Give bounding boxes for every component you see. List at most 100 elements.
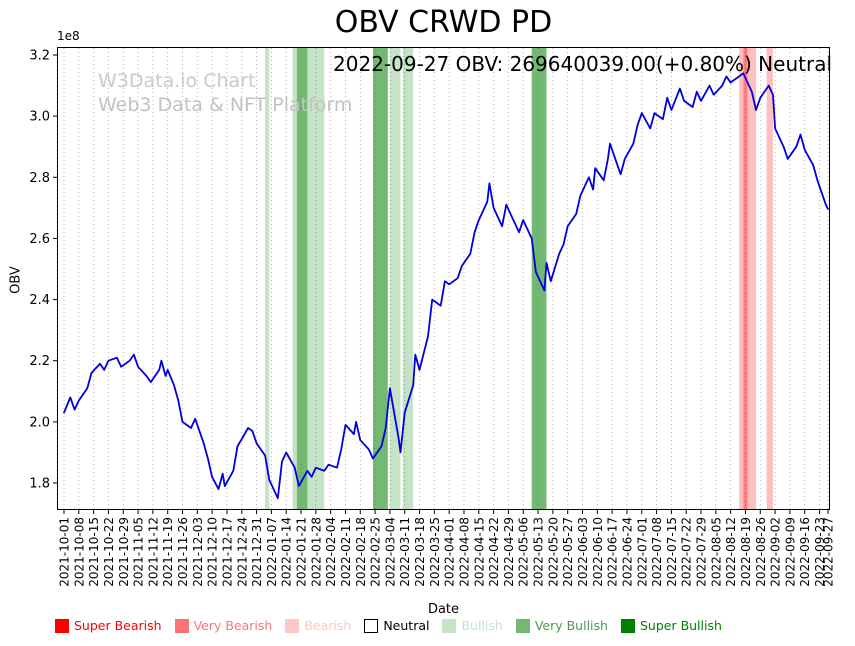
legend-item-super-bearish: Super Bearish xyxy=(55,618,162,633)
x-tick-label: 2022-03-11 xyxy=(398,517,412,587)
x-tick-label: 2022-07-29 xyxy=(695,517,709,587)
regime-band-bearish xyxy=(766,47,773,510)
x-tick-label: 2021-12-31 xyxy=(250,517,264,587)
x-tick-label: 2021-11-12 xyxy=(146,517,160,587)
x-tick-label: 2022-08-12 xyxy=(724,517,738,587)
x-tick-label: 2022-04-15 xyxy=(472,517,486,587)
x-axis-label: Date xyxy=(427,602,460,617)
x-tick-label: 2021-10-29 xyxy=(117,517,131,587)
x-tick-label: 2022-03-18 xyxy=(413,517,427,587)
x-tick-label: 2022-01-07 xyxy=(265,517,279,587)
legend-label: Super Bullish xyxy=(639,618,722,633)
watermark-line1: W3Data.io Chart xyxy=(98,70,256,92)
legend-label: Super Bearish xyxy=(74,618,162,633)
legend: Super Bearish Very Bearish Bearish Neutral B… xyxy=(55,618,722,633)
y-tick-label: 1.8 xyxy=(29,477,50,492)
x-tick-label: 2022-04-29 xyxy=(502,517,516,587)
regime-band-very_bearish xyxy=(743,47,748,510)
x-tick-label: 2022-05-27 xyxy=(561,517,575,587)
legend-item-bullish: Bullish xyxy=(442,618,503,633)
legend-swatch xyxy=(285,618,300,633)
legend-item-bearish: Bearish xyxy=(285,618,351,633)
x-tick-label: 2022-08-26 xyxy=(754,517,768,587)
legend-label: Very Bearish xyxy=(193,618,273,633)
legend-swatch xyxy=(620,618,635,633)
x-tick-label: 2022-02-04 xyxy=(324,517,338,587)
y-tick-label: 2.4 xyxy=(29,293,50,308)
x-tick-label: 2022-05-06 xyxy=(517,517,531,587)
regime-band-bearish xyxy=(747,47,757,510)
regime-band-bullish xyxy=(265,47,270,510)
x-tick-label: 2022-07-01 xyxy=(635,517,649,587)
x-tick-label: 2021-10-22 xyxy=(102,517,116,587)
x-tick-label: 2022-01-21 xyxy=(295,517,309,587)
x-tick-label: 2022-08-05 xyxy=(709,517,723,587)
x-tick-label: 2021-11-19 xyxy=(161,517,175,587)
x-tick-label: 2021-10-01 xyxy=(58,517,72,587)
legend-item-very-bullish: Very Bullish xyxy=(515,618,608,633)
legend-swatch xyxy=(364,618,379,633)
regime-band-bullish xyxy=(389,47,401,510)
x-tick-label: 2021-12-03 xyxy=(191,517,205,587)
x-tick-label: 2021-12-17 xyxy=(220,517,234,587)
y-tick-label: 3.2 xyxy=(29,49,50,64)
legend-label: Very Bullish xyxy=(534,618,608,633)
x-tick-label: 2022-06-10 xyxy=(591,517,605,587)
x-tick-label: 2022-03-04 xyxy=(383,517,397,587)
x-tick-label: 2022-04-01 xyxy=(443,517,457,587)
y-axis-label: OBV xyxy=(8,266,24,294)
y-tick-label: 2.6 xyxy=(29,232,50,247)
legend-label: Bearish xyxy=(304,618,352,633)
x-tick-label: 2022-02-11 xyxy=(339,517,353,587)
x-tick-label: 2022-03-25 xyxy=(428,517,442,587)
legend-swatch xyxy=(442,618,457,633)
x-tick-label: 2022-07-22 xyxy=(680,517,694,587)
x-tick-label: 2022-07-15 xyxy=(665,517,679,587)
legend-label: Bullish xyxy=(461,618,503,633)
x-tick-label: 2022-06-17 xyxy=(606,517,620,587)
x-tick-label: 2022-06-03 xyxy=(576,517,590,587)
x-tick-label: 2022-09-23 xyxy=(813,517,827,587)
obv-line xyxy=(63,72,829,500)
legend-item-very-bearish: Very Bearish xyxy=(174,618,273,633)
x-tick-label: 2022-09-16 xyxy=(798,517,812,587)
y-tick-label: 2.0 xyxy=(29,415,50,430)
x-tick-label: 2022-02-18 xyxy=(354,517,368,587)
regime-band-bullish xyxy=(402,47,414,510)
x-tick-label: 2022-09-27 xyxy=(822,517,836,587)
legend-item-neutral: Neutral xyxy=(364,618,429,633)
chart-title: OBV CRWD PD xyxy=(334,5,553,40)
plot-frame xyxy=(57,47,830,510)
x-tick-label: 2022-05-13 xyxy=(532,517,546,587)
latest-obv-annotation: 2022-09-27 OBV: 269640039.00(+0.80%) Neu… xyxy=(333,52,832,76)
regime-band-very_bullish xyxy=(296,47,308,510)
x-tick-label: 2021-10-08 xyxy=(72,517,86,587)
x-tick-label: 2022-08-19 xyxy=(739,517,753,587)
regime-band-bearish xyxy=(739,47,744,510)
regime-band-bullish xyxy=(292,47,297,510)
x-tick-label: 2021-11-26 xyxy=(176,517,190,587)
regime-band-very_bullish xyxy=(373,47,388,510)
x-tick-label: 2022-06-24 xyxy=(620,517,634,587)
x-tick-label: 2021-12-10 xyxy=(206,517,220,587)
legend-label: Neutral xyxy=(383,618,430,633)
y-tick-label: 2.2 xyxy=(29,354,50,369)
x-tick-label: 2021-12-24 xyxy=(235,517,249,587)
x-tick-label: 2022-09-02 xyxy=(769,517,783,587)
y-tick-label: 3.0 xyxy=(29,110,50,125)
legend-swatch xyxy=(55,618,69,633)
x-tick-label: 2022-02-25 xyxy=(369,517,383,587)
x-tick-label: 2022-01-28 xyxy=(309,517,323,587)
x-tick-label: 2022-04-08 xyxy=(457,517,471,587)
regime-band-bullish xyxy=(307,47,325,510)
legend-item-super-bullish: Super Bullish xyxy=(620,618,722,633)
x-tick-label: 2021-11-05 xyxy=(132,517,146,587)
x-tick-label: 2022-05-20 xyxy=(546,517,560,587)
legend-swatch xyxy=(174,618,189,633)
watermark-line2: Web3 Data & NFT Platform xyxy=(98,94,353,116)
x-tick-label: 2022-01-14 xyxy=(280,517,294,587)
y-tick-label: 2.8 xyxy=(29,171,50,186)
x-tick-label: 2022-07-08 xyxy=(650,517,664,587)
